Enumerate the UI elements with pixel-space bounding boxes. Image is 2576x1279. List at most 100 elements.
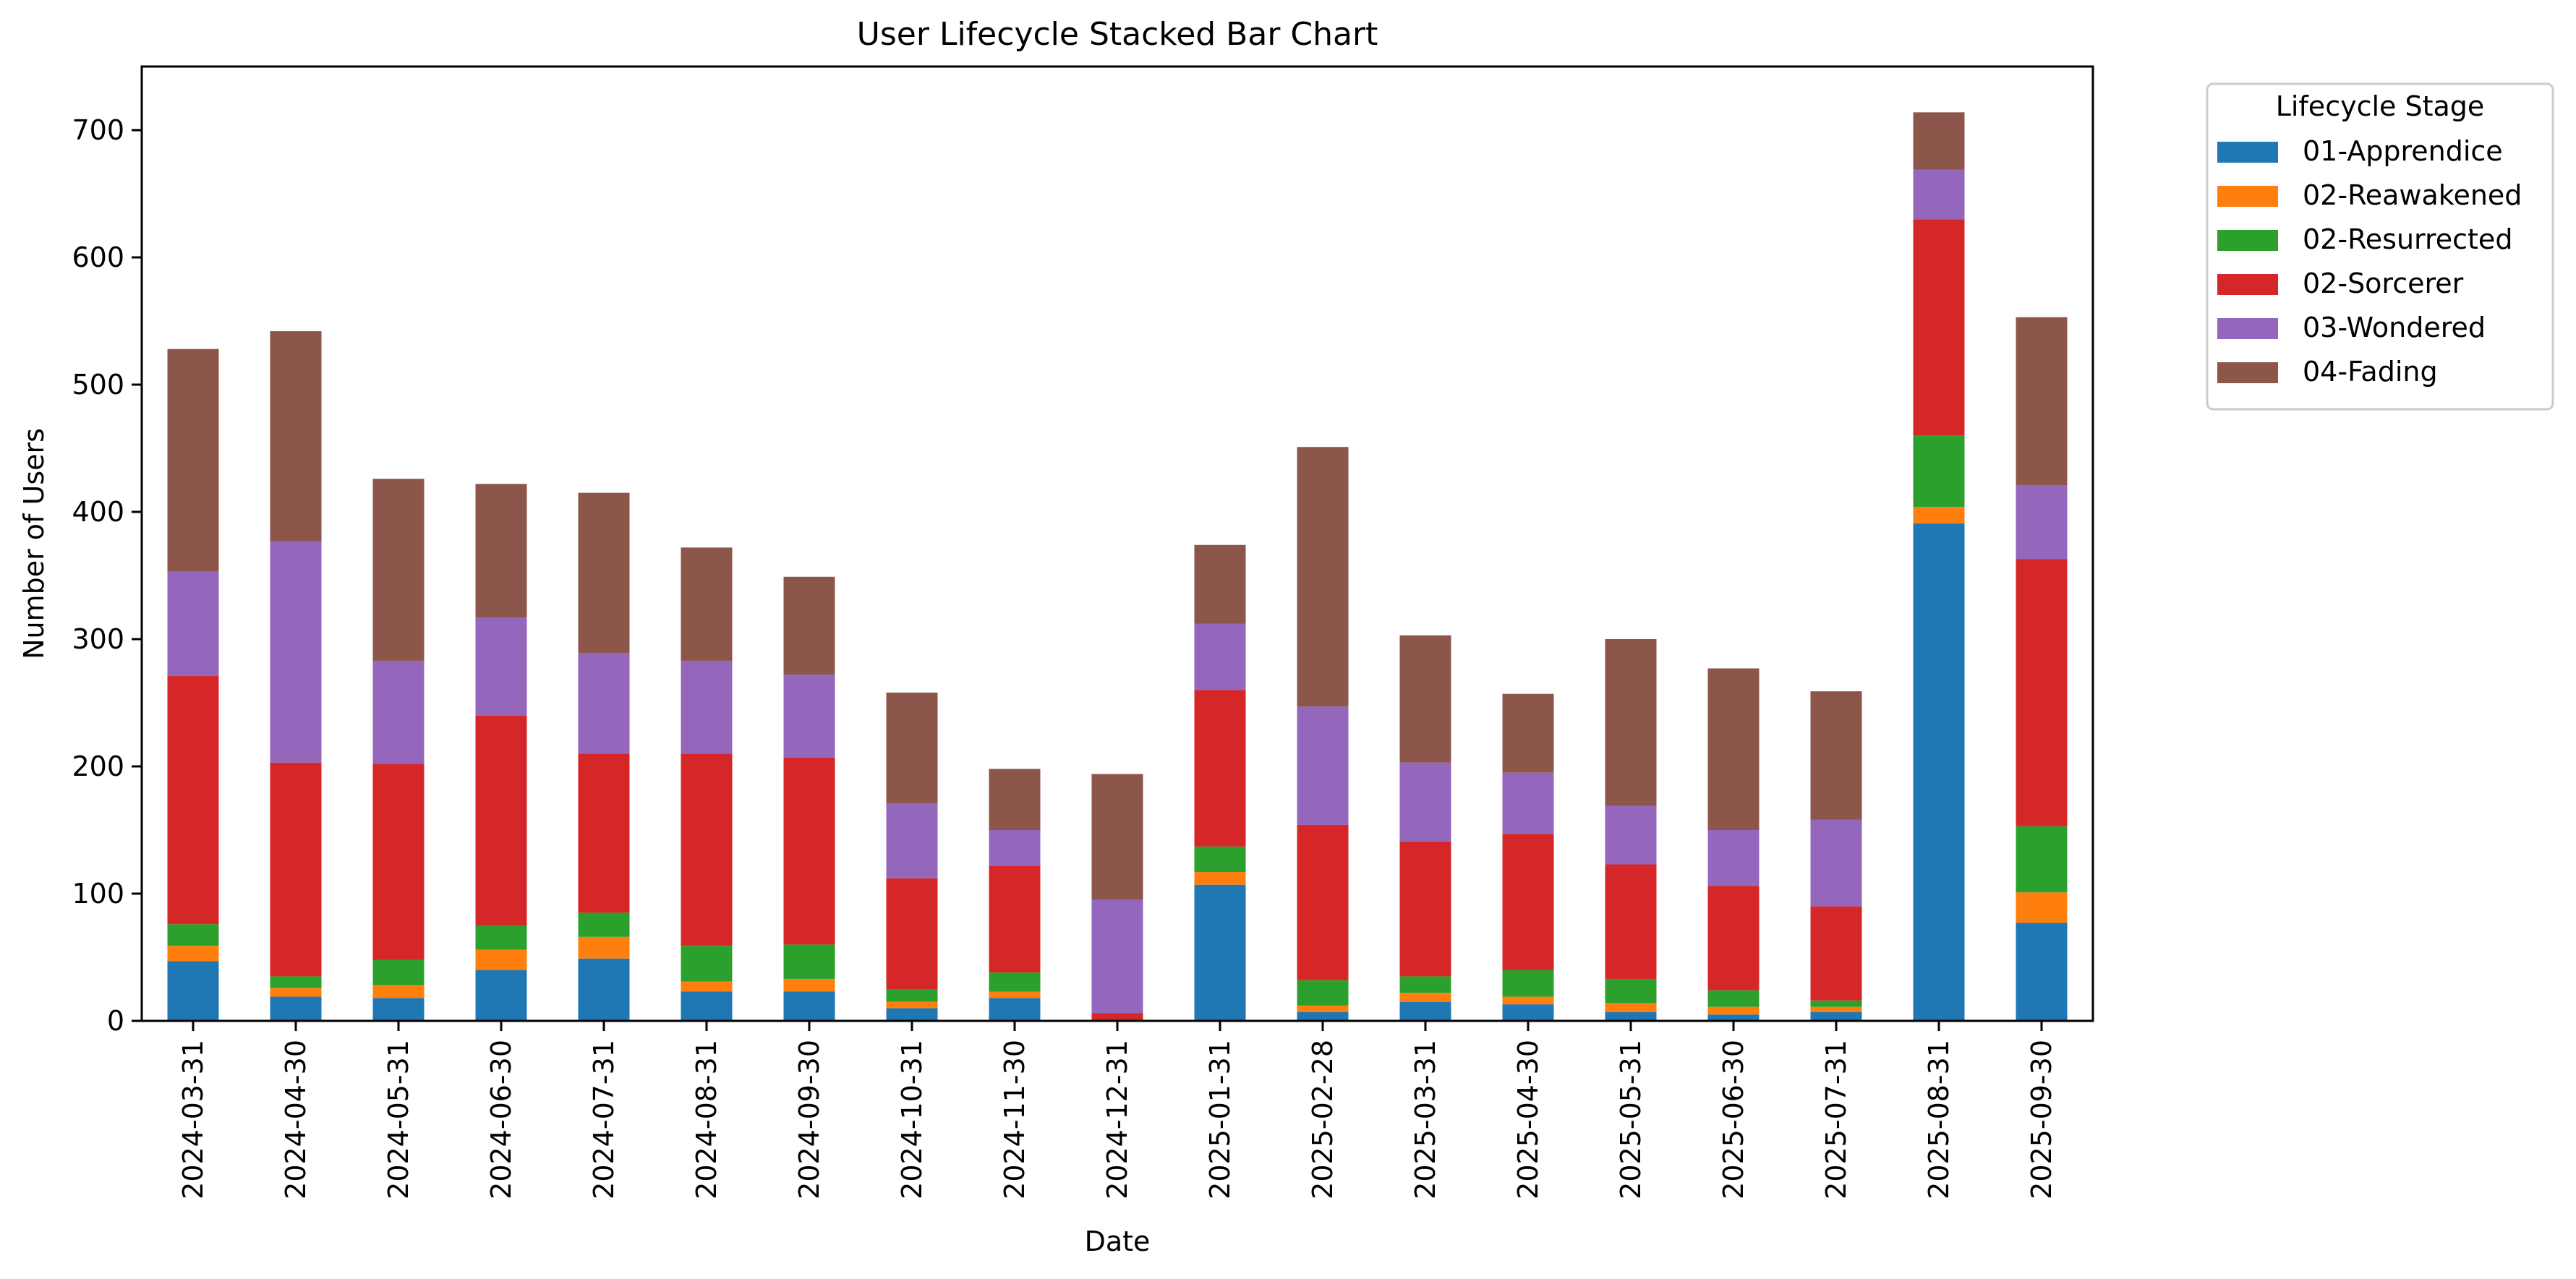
bar-segment-2025-03-31-02-reawakened: [1399, 993, 1451, 1002]
bar-segment-2025-01-31-02-resurrected: [1194, 846, 1246, 873]
bar-segment-2024-03-31-03-wondered: [167, 571, 219, 677]
bar-segment-2025-02-28-01-apprendice: [1297, 1011, 1349, 1021]
bar-segment-2025-05-31-04-fading: [1605, 639, 1657, 806]
bar-segment-2025-09-30-02-sorcerer: [2016, 559, 2068, 826]
bar-segment-2024-03-31-02-sorcerer: [167, 676, 219, 925]
bar-segment-2024-04-30-01-apprendice: [270, 996, 322, 1021]
y-tick-label: 600: [72, 241, 124, 273]
bar-segment-2024-03-31-02-reawakened: [167, 946, 219, 962]
bars-group: [167, 112, 2068, 1021]
bar-segment-2025-04-30-03-wondered: [1502, 772, 1554, 834]
x-axis: 2024-03-31 2024-04-30 2024-05-31 2024-06-30…: [177, 1021, 2057, 1199]
bar-segment-2024-05-31-02-reawakened: [372, 985, 425, 998]
bar-segment-2024-12-31-03-wondered: [1091, 899, 1143, 1014]
bar-segment-2025-03-31-03-wondered: [1399, 762, 1451, 842]
bar-segment-2025-07-31-02-resurrected: [1810, 1000, 1862, 1007]
bar-segment-2024-08-31-02-reawakened: [681, 981, 733, 992]
bar-segment-2025-04-30-01-apprendice: [1502, 1004, 1554, 1021]
bar-segment-2024-03-31-04-fading: [167, 348, 219, 572]
bar-segment-2024-12-31-02-sorcerer: [1091, 1013, 1143, 1021]
bar-segment-2025-05-31-02-resurrected: [1605, 978, 1657, 1004]
bar-segment-2024-08-31-04-fading: [681, 547, 733, 661]
bar-segment-2024-08-31-02-resurrected: [681, 946, 733, 982]
bar-segment-2025-05-31-03-wondered: [1605, 805, 1657, 865]
bar-segment-2025-06-30-04-fading: [1707, 668, 1760, 830]
bar-segment-2024-06-30-02-resurrected: [475, 925, 527, 950]
bar-segment-2024-05-31-04-fading: [372, 479, 425, 661]
bar-segment-2024-07-31-02-reawakened: [578, 936, 630, 959]
chart-title: User Lifecycle Stacked Bar Chart: [857, 16, 1378, 53]
x-tick-label: 2025-07-31: [1820, 1040, 1852, 1199]
bar-segment-2024-04-30-02-reawakened: [270, 988, 322, 997]
bar-segment-2025-01-31-03-wondered: [1194, 623, 1246, 690]
bar-segment-2024-07-31-02-resurrected: [578, 912, 630, 937]
x-tick-label: 2025-06-30: [1718, 1040, 1749, 1199]
legend: Lifecycle Stage 01-Apprendice 02-Reawakene…: [2206, 82, 2554, 411]
x-axis-label: Date: [1085, 1225, 1151, 1257]
bar-segment-2024-05-31-02-sorcerer: [372, 763, 425, 960]
legend-label-02-reawakened: 02-Reawakened: [2303, 179, 2522, 211]
bar-segment-2024-10-31-04-fading: [886, 692, 938, 804]
bar-segment-2024-05-31-02-resurrected: [372, 959, 425, 985]
bar-segment-2025-04-30-02-sorcerer: [1502, 834, 1554, 970]
bar-segment-2025-08-31-04-fading: [1913, 112, 1965, 170]
bar-segment-2024-09-30-02-resurrected: [783, 944, 835, 979]
bar-segment-2025-03-31-04-fading: [1399, 635, 1451, 763]
bar-segment-2025-05-31-02-sorcerer: [1605, 864, 1657, 979]
bar-segment-2025-06-30-02-sorcerer: [1707, 886, 1760, 991]
bar-segment-2024-04-30-02-resurrected: [270, 976, 322, 988]
y-tick-label: 500: [72, 369, 124, 401]
bar-segment-2024-04-30-04-fading: [270, 331, 322, 542]
legend-label-01-apprendice: 01-Apprendice: [2303, 135, 2503, 167]
y-tick-label: 200: [72, 750, 124, 782]
legend-swatch-04-fading: [2217, 362, 2278, 383]
bar-segment-2025-08-31-02-resurrected: [1913, 435, 1965, 507]
bar-segment-2024-07-31-02-sorcerer: [578, 753, 630, 913]
bar-segment-2025-07-31-04-fading: [1810, 691, 1862, 820]
bar-segment-2024-05-31-03-wondered: [372, 660, 425, 764]
y-tick-label: 100: [72, 878, 124, 910]
bar-segment-2025-09-30-02-resurrected: [2016, 826, 2068, 893]
bar-segment-2025-01-31-04-fading: [1194, 544, 1246, 624]
legend-label-02-resurrected: 02-Resurrected: [2303, 223, 2512, 255]
bar-segment-2025-04-30-02-resurrected: [1502, 970, 1554, 997]
bar-segment-2024-11-30-04-fading: [989, 769, 1041, 830]
bar-segment-2025-07-31-03-wondered: [1810, 819, 1862, 907]
plot-area-frame: [140, 65, 2094, 1022]
bar-segment-2024-09-30-02-sorcerer: [783, 757, 835, 945]
bar-segment-2024-05-31-01-apprendice: [372, 998, 425, 1021]
bar-segment-2025-01-31-02-sorcerer: [1194, 690, 1246, 847]
bar-segment-2025-06-30-03-wondered: [1707, 830, 1760, 886]
bar-segment-2024-07-31-04-fading: [578, 492, 630, 654]
bar-segment-2024-10-31-01-apprendice: [886, 1008, 938, 1021]
bar-segment-2024-06-30-02-sorcerer: [475, 715, 527, 925]
bar-segment-2024-11-30-03-wondered: [989, 830, 1041, 866]
bar-segment-2025-02-28-02-reawakened: [1297, 1005, 1349, 1012]
y-tick-label: 400: [72, 496, 124, 528]
x-tick-label: 2024-10-31: [896, 1040, 928, 1199]
bar-segment-2025-04-30-04-fading: [1502, 693, 1554, 773]
x-tick-label: 2025-04-30: [1512, 1040, 1544, 1199]
x-tick-label: 2025-03-31: [1409, 1040, 1441, 1199]
bar-segment-2024-10-31-02-resurrected: [886, 989, 938, 1002]
bar-segment-2024-06-30-02-reawakened: [475, 949, 527, 970]
y-tick-label: 700: [72, 114, 124, 146]
x-tick-label: 2025-01-31: [1204, 1040, 1236, 1199]
bar-segment-2025-06-30-01-apprendice: [1707, 1014, 1760, 1021]
legend-title: Lifecycle Stage: [2276, 90, 2485, 122]
bar-segment-2024-03-31-02-resurrected: [167, 924, 219, 946]
legend-frame: [2206, 82, 2554, 411]
bar-segment-2025-05-31-01-apprendice: [1605, 1011, 1657, 1021]
bar-segment-2025-03-31-02-sorcerer: [1399, 841, 1451, 977]
legend-swatch-02-resurrected: [2217, 230, 2278, 251]
x-tick-label: 2024-04-30: [280, 1040, 312, 1199]
bar-segment-2024-12-31-04-fading: [1091, 774, 1143, 900]
y-tick-label: 300: [72, 623, 124, 655]
x-tick-label: 2024-09-30: [793, 1040, 825, 1199]
bar-segment-2024-09-30-02-reawakened: [783, 978, 835, 992]
x-tick-label: 2024-08-31: [691, 1040, 722, 1199]
bar-segment-2025-07-31-01-apprendice: [1810, 1011, 1862, 1021]
bar-segment-2024-08-31-01-apprendice: [681, 991, 733, 1021]
bar-segment-2025-07-31-02-reawakened: [1810, 1006, 1862, 1012]
x-tick-label: 2025-08-31: [1923, 1040, 1955, 1199]
